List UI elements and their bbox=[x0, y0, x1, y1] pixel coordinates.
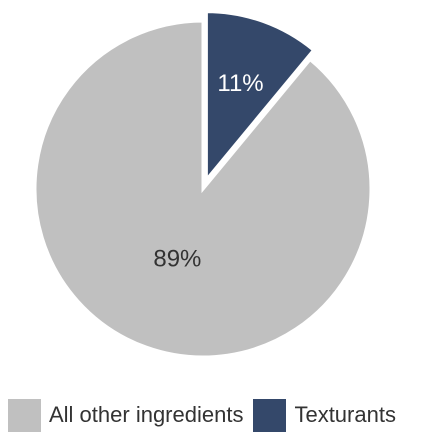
slice-label-all-other-ingredients: 89% bbox=[153, 245, 201, 272]
pie-slices bbox=[33, 10, 373, 359]
pie-slice-texturants bbox=[204, 10, 316, 184]
legend-swatch-all-other-ingredients bbox=[8, 398, 41, 432]
legend-item-texturants: Texturants bbox=[253, 398, 396, 432]
pie-slice-all-other-ingredients bbox=[33, 19, 373, 359]
slice-label-texturants: 11% bbox=[217, 70, 263, 97]
legend-label-texturants: Texturants bbox=[294, 402, 396, 427]
chart-legend: All other ingredients Texturants bbox=[8, 397, 433, 433]
legend-item-all-other-ingredients: All other ingredients bbox=[8, 398, 244, 432]
pie-slice-labels: 89% 11% bbox=[153, 70, 263, 272]
legend-swatch-texturants bbox=[253, 398, 287, 432]
pie-chart-plot: 89% 11% bbox=[33, 10, 373, 359]
legend-label-all-other-ingredients: All other ingredients bbox=[49, 402, 244, 427]
